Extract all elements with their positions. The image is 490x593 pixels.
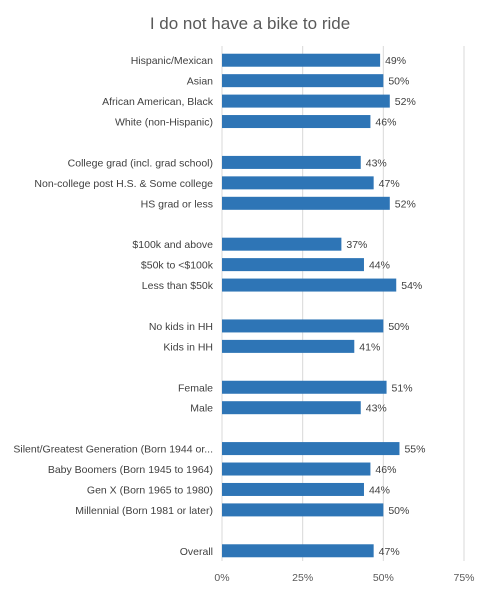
x-tick-label: 75% [453,572,474,584]
bar [222,53,381,67]
category-label: No kids in HH [149,321,213,333]
value-label: 37% [346,239,367,251]
category-label: Asian [187,76,213,88]
bar [222,237,342,251]
category-label: African American, Black [102,96,214,108]
bar [222,442,400,456]
category-label: Less than $50k [142,280,214,292]
bar [222,74,384,88]
value-label: 47% [379,178,400,190]
value-label: 55% [404,444,425,456]
bar [222,155,361,169]
x-axis-ticks: 0% 25% 50% 75% [214,572,474,584]
value-label: 43% [366,157,387,169]
value-label: 43% [366,403,387,415]
bars [222,53,400,558]
value-label: 52% [395,96,416,108]
category-label: Gen X (Born 1965 to 1980) [87,484,213,496]
bar [222,462,371,476]
x-tick-label: 25% [292,572,313,584]
value-label: 49% [385,55,406,67]
chart-title: I do not have a bike to ride [150,14,350,33]
category-label: Female [178,382,213,394]
category-label: $100k and above [132,239,213,251]
bar [222,339,355,353]
x-tick-label: 0% [214,572,229,584]
value-label: 51% [392,382,413,394]
bar [222,319,384,333]
category-label: Baby Boomers (Born 1945 to 1964) [48,464,213,476]
category-label: Hispanic/Mexican [131,55,213,67]
value-label: 46% [375,464,396,476]
bar [222,196,390,210]
bar [222,401,361,415]
category-labels: Hispanic/Mexican Asian African American, B… [13,55,213,558]
bar [222,258,364,272]
value-label: 50% [388,76,409,88]
category-label: Kids in HH [163,341,213,353]
bar [222,115,371,129]
category-label: College grad (incl. grad school) [68,157,213,169]
value-label: 44% [369,260,390,272]
category-label: Male [190,403,213,415]
value-label: 54% [401,280,422,292]
bar [222,503,384,517]
bar [222,380,387,394]
category-label: Non-college post H.S. & Some college [34,178,213,190]
value-label: 41% [359,341,380,353]
value-label: 50% [388,505,409,517]
category-label: Overall [180,546,213,558]
category-label: HS grad or less [141,198,213,210]
value-labels: 49%50%52%46%43%47%52%37%44%54%50%41%51%4… [346,55,425,558]
bar [222,278,397,292]
category-label: Millennial (Born 1981 or later) [75,505,213,517]
bar [222,176,374,190]
bar [222,482,364,496]
bar [222,544,374,558]
value-label: 44% [369,484,390,496]
category-label: White (non-Hispanic) [115,117,213,129]
category-label: Silent/Greatest Generation (Born 1944 or… [13,444,213,456]
value-label: 47% [379,546,400,558]
x-tick-label: 50% [373,572,394,584]
bar [222,94,390,108]
value-label: 50% [388,321,409,333]
category-label: $50k to <$100k [141,260,214,272]
value-label: 52% [395,198,416,210]
value-label: 46% [375,117,396,129]
